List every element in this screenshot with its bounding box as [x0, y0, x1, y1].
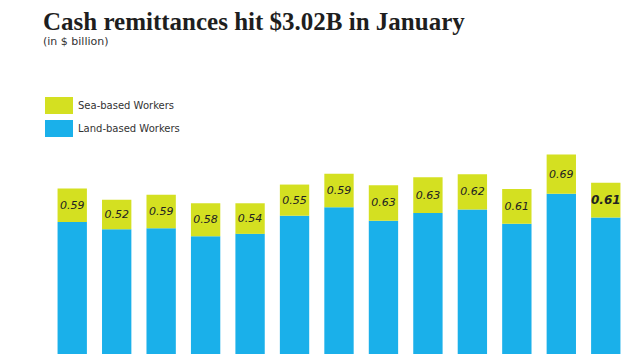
svg-text:0.52: 0.52: [104, 208, 128, 221]
svg-text:2.72: 2.72: [104, 184, 128, 197]
svg-text:2.81: 2.81: [149, 179, 174, 192]
svg-text:0.54: 0.54: [238, 212, 263, 225]
svg-text:0.63: 0.63: [371, 196, 396, 209]
svg-text:(in $ billion): (in $ billion): [43, 35, 109, 48]
svg-text:3.18: 3.18: [327, 158, 352, 171]
svg-text:Sea-based Workers: Sea-based Workers: [78, 100, 174, 111]
svg-text:3.17: 3.17: [460, 158, 485, 171]
svg-text:0.58: 0.58: [193, 213, 218, 226]
svg-text:3.12: 3.12: [416, 161, 441, 174]
svg-text:0.59: 0.59: [149, 205, 174, 218]
svg-text:0.69: 0.69: [549, 168, 574, 181]
svg-text:0.62: 0.62: [460, 185, 485, 198]
svg-text:2.99: 2.99: [282, 169, 307, 182]
svg-text:2.98: 2.98: [371, 169, 396, 182]
svg-text:2.92: 2.92: [60, 173, 85, 186]
svg-text:2.91: 2.91: [505, 173, 530, 186]
svg-text:Land-based Workers: Land-based Workers: [78, 123, 180, 134]
svg-text:2.66: 2.66: [193, 187, 218, 200]
svg-text:0.63: 0.63: [416, 189, 441, 202]
svg-text:Cash remittances hit $3.02B in: Cash remittances hit $3.02B in January: [43, 8, 465, 35]
svg-text:3.02: 3.02: [590, 165, 622, 180]
svg-text:0.61: 0.61: [591, 193, 621, 207]
svg-text:0.55: 0.55: [282, 194, 307, 207]
svg-text:0.61: 0.61: [505, 200, 530, 213]
svg-text:0.59: 0.59: [60, 199, 85, 212]
svg-text:3.52: 3.52: [549, 139, 574, 152]
svg-text:0.59: 0.59: [327, 184, 352, 197]
svg-text:2.66: 2.66: [238, 187, 263, 200]
